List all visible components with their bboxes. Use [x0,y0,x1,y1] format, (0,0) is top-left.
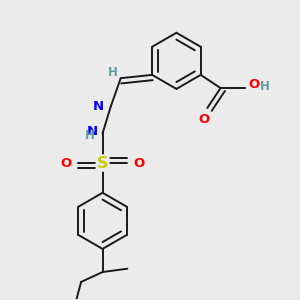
Text: O: O [133,157,145,169]
Text: O: O [61,157,72,169]
Text: H: H [107,66,117,79]
Text: N: N [92,100,104,113]
Text: N: N [86,125,98,138]
Text: H: H [260,80,270,93]
Text: H: H [84,130,94,142]
Text: O: O [198,113,210,126]
Text: S: S [97,155,108,170]
Text: O: O [249,78,260,91]
